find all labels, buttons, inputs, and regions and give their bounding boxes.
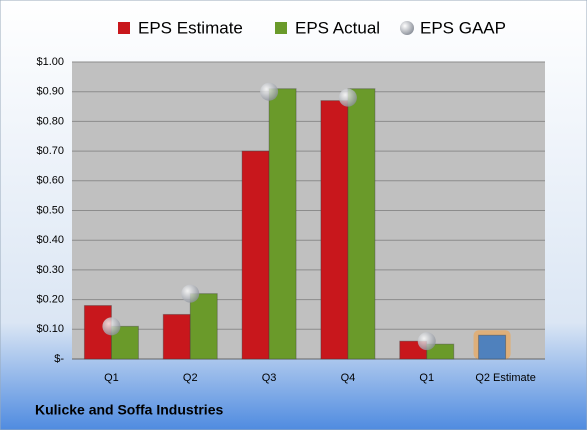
legend-text: EPS Estimate <box>138 18 243 37</box>
x-tick-label: Q1 <box>104 372 119 384</box>
bar <box>426 343 455 360</box>
y-tick-label: $0.40 <box>36 234 64 246</box>
y-tick-label: $0.10 <box>36 323 64 335</box>
point <box>102 317 121 336</box>
footer: Kulicke and Soffa Industries <box>35 402 223 418</box>
y-tick-label: $0.50 <box>36 204 64 216</box>
x-tick-label: Q2 <box>183 372 198 384</box>
y-tick-label: $0.90 <box>36 86 64 98</box>
x-tick-label: Q4 <box>341 372 356 384</box>
y-tick-label: $0.30 <box>36 264 64 276</box>
x-tick-label: Q1 <box>419 372 434 384</box>
bar <box>320 100 349 360</box>
y-tick-label: $0.80 <box>36 115 64 127</box>
x-tick-label: Q3 <box>262 372 277 384</box>
legend-text: EPS GAAP <box>420 18 506 37</box>
point <box>338 88 357 107</box>
bar <box>162 313 191 360</box>
point <box>260 82 279 101</box>
point <box>181 284 200 303</box>
point <box>417 332 436 351</box>
bar <box>478 334 507 360</box>
y-tick-label: $1.00 <box>36 56 64 68</box>
bar <box>189 293 218 360</box>
bar <box>268 88 297 360</box>
y-tick-label: $0.70 <box>36 145 64 157</box>
y-tick-label: $0.20 <box>36 294 64 306</box>
legend-marker <box>118 22 130 34</box>
bar <box>347 88 376 360</box>
legend-marker <box>400 21 414 35</box>
y-tick-label: $- <box>54 353 64 365</box>
bar <box>241 150 270 360</box>
y-tick-label: $0.60 <box>36 175 64 187</box>
legend-text: EPS Actual <box>295 18 380 37</box>
legend-marker <box>275 22 287 34</box>
x-tick-label: Q2 Estimate <box>475 372 536 384</box>
